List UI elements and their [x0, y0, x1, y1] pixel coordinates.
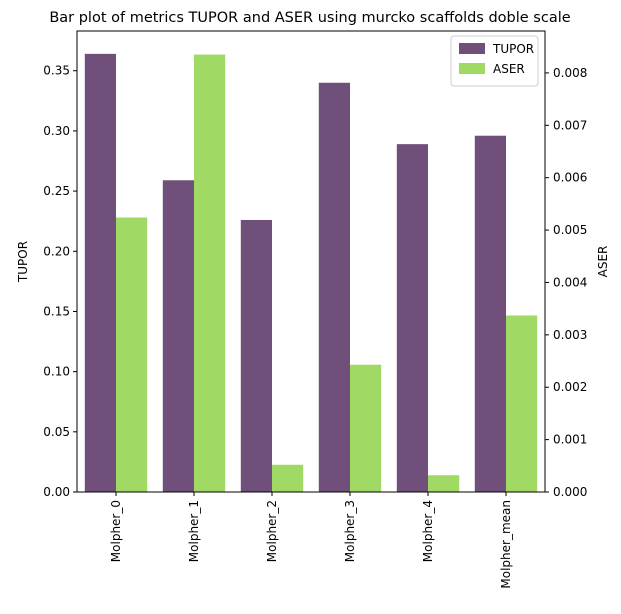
x-tick-label: Molpher_4 — [421, 500, 435, 562]
y-axis-label-right: ASER — [596, 246, 610, 278]
y-tick-label-right: 0.002 — [553, 380, 587, 394]
y-tick-label-right: 0.008 — [553, 66, 587, 80]
bar-aser-molpher_0 — [116, 217, 148, 492]
y-tick-label-right: 0.001 — [553, 433, 587, 447]
x-tick-label: Molpher_1 — [187, 500, 201, 562]
chart-title: Bar plot of metrics TUPOR and ASER using… — [49, 10, 570, 26]
y-tick-label-right: 0.006 — [553, 171, 587, 185]
y-tick-label-right: 0.007 — [553, 118, 587, 132]
left-axis: 0.00 0.05 0.10 0.15 0.20 0.25 0.30 0.35 — [43, 64, 77, 499]
legend-swatch-tupor — [459, 43, 485, 54]
y-tick-label-right: 0.004 — [553, 275, 587, 289]
bar-tupor-molpher_0 — [84, 53, 116, 493]
legend-label-tupor: TUPOR — [492, 42, 534, 56]
legend-swatch-aser — [459, 63, 485, 74]
x-tick-label: Molpher_3 — [343, 500, 357, 562]
bar-aser-molpher_2 — [272, 464, 304, 492]
x-tick-label: Molpher_mean — [499, 500, 513, 589]
y-tick-label-right: 0.005 — [553, 223, 587, 237]
x-axis: Molpher_0 Molpher_1 Molpher_2 Molpher_3 Molp… — [109, 492, 513, 589]
y-tick-label-left: 0.00 — [43, 485, 70, 499]
bar-aser-molpher_mean — [506, 315, 538, 492]
y-tick-label-left: 0.10 — [43, 365, 70, 379]
bar-tupor-molpher_mean — [474, 135, 506, 492]
y-tick-label-left: 0.05 — [43, 425, 70, 439]
x-tick-label: Molpher_0 — [109, 500, 123, 562]
y-tick-label-right: 0.000 — [553, 485, 587, 499]
bars — [84, 53, 538, 493]
bar-aser-molpher_4 — [428, 475, 460, 492]
y-tick-label-left: 0.35 — [43, 64, 70, 78]
bar-aser-molpher_1 — [194, 54, 226, 493]
y-axis-label-left: TUPOR — [16, 241, 30, 283]
bar-tupor-molpher_4 — [396, 144, 428, 492]
legend-label-aser: ASER — [493, 62, 525, 76]
y-tick-label-left: 0.25 — [43, 184, 70, 198]
bar-tupor-molpher_1 — [162, 180, 194, 492]
bar-tupor-molpher_2 — [240, 219, 272, 493]
bar-aser-molpher_3 — [350, 364, 382, 492]
y-tick-label-right: 0.003 — [553, 328, 587, 342]
legend: TUPOR ASER — [450, 35, 539, 87]
plot-frame — [76, 30, 546, 493]
right-axis: 0.000 0.001 0.002 0.003 0.004 0.005 0.006 0.007… — [545, 66, 587, 499]
y-tick-label-left: 0.30 — [43, 124, 70, 138]
y-tick-label-left: 0.20 — [43, 244, 70, 258]
y-tick-label-left: 0.15 — [43, 304, 70, 318]
bar-tupor-molpher_3 — [318, 82, 350, 493]
x-tick-label: Molpher_2 — [265, 500, 279, 562]
